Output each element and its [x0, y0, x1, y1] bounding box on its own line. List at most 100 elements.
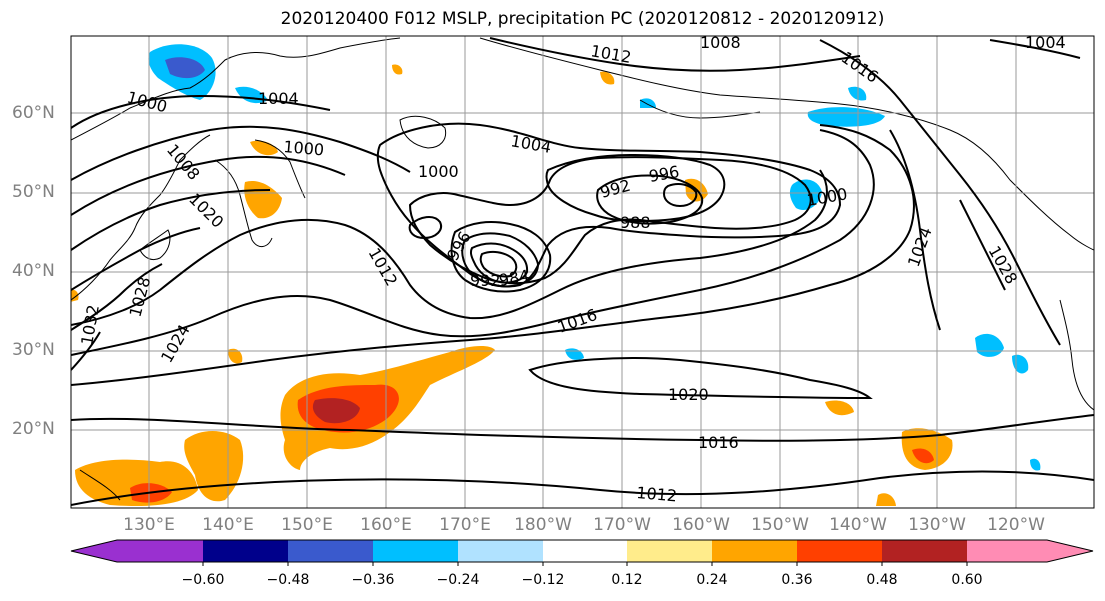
- isobar-988-east: [662, 183, 698, 208]
- coast-kamchatka-loop: [399, 115, 447, 149]
- isobar-1004: [376, 122, 842, 288]
- colorbar: [70, 539, 1094, 566]
- precip-band-darkred: [312, 398, 360, 424]
- precip-spot-orange: [228, 348, 243, 364]
- isobar-1016-east: [819, 39, 1061, 346]
- colorbar-tick-label: −0.60: [181, 572, 225, 588]
- colorbar-tick-label: 0.24: [696, 572, 728, 588]
- isobar-992-east: [596, 174, 704, 225]
- lon-label: 150°E: [281, 515, 333, 535]
- contour-label: 988: [620, 213, 651, 232]
- colorbar-tick-label: 0.12: [611, 572, 643, 588]
- precip-east-red: [912, 448, 934, 464]
- lon-label: 170°E: [439, 515, 491, 535]
- coastlines: [71, 37, 1094, 501]
- isobar-988-west: [469, 242, 529, 284]
- coast-kuril: [254, 139, 306, 199]
- colorbar-bin: [373, 540, 458, 562]
- precip-spot-orange-3: [392, 64, 403, 75]
- colorbar-tick-label: −0.12: [521, 572, 565, 588]
- lon-label: 160°W: [672, 515, 730, 535]
- isobar-1012-north: [489, 37, 861, 72]
- colorbar-bin: [288, 540, 373, 562]
- lon-label: 130°E: [123, 515, 175, 535]
- map-frame: [70, 35, 1095, 509]
- colorbar-bin: [712, 540, 797, 562]
- colorbar-bin: [458, 540, 543, 562]
- colorbar-bin: [967, 540, 1047, 562]
- contour-label: 1004: [1025, 33, 1066, 52]
- coast-north-america: [1059, 299, 1094, 411]
- colorbar-extend-high: [1047, 540, 1093, 562]
- coast-aleutian-shelf: [639, 99, 761, 119]
- precip-gulf-blue: [789, 179, 822, 211]
- lon-label: 140°W: [829, 515, 887, 535]
- contour-label: 992: [470, 271, 501, 290]
- lon-label: 140°E: [202, 515, 254, 535]
- contour-label: 1020: [668, 385, 709, 404]
- contour-label: 1012: [636, 483, 678, 505]
- precip-mid-orange: [825, 400, 854, 416]
- isobar-1024-east: [889, 129, 941, 331]
- isobar-1000-small: [408, 216, 442, 240]
- contour-label: 1000: [283, 137, 325, 159]
- graticule: [71, 36, 1094, 508]
- colorbar-tick-label: −0.36: [351, 572, 395, 588]
- lat-label: 30°N: [12, 340, 55, 360]
- colorbar-bin: [203, 540, 288, 562]
- colorbar-tick-label: 0.60: [951, 572, 983, 588]
- isobar-1020-closed: [528, 357, 873, 400]
- precip-spot-blue: [640, 98, 656, 108]
- isobar-992-west: [461, 232, 540, 288]
- isobar-984-west: [479, 250, 518, 278]
- contour-label: 1016: [698, 433, 739, 452]
- precip-ocean-blue-2: [1030, 458, 1041, 471]
- precip-alaska-blue: [807, 107, 885, 127]
- colorbar-tick-label: −0.48: [266, 572, 310, 588]
- isobar-996-west: [450, 221, 552, 293]
- colorbar-bin: [627, 540, 712, 562]
- colorbar-extend-low: [71, 540, 117, 562]
- isobar-1012: [71, 129, 875, 356]
- lon-label: 180°W: [514, 515, 572, 535]
- isobar-1004-west: [71, 125, 411, 181]
- precip-spot-orange-4: [876, 493, 896, 506]
- coast-japan: [214, 159, 273, 247]
- isobar-1032-west: [71, 331, 101, 371]
- coast-alaska-canada: [479, 37, 1094, 251]
- isobar-1028-west: [71, 263, 163, 331]
- isobar-1024-west: [71, 227, 201, 291]
- coast-asia-north: [71, 37, 401, 141]
- colorbar-outline: [70, 539, 1094, 563]
- lon-label: 160°E: [360, 515, 412, 535]
- isobar-1000-north: [71, 94, 331, 129]
- colorbar-tick-label: 0.48: [866, 572, 898, 588]
- isobar-1016-south: [71, 414, 1094, 442]
- precip-siberia-darkblue: [165, 57, 205, 79]
- map-title: 2020120400 F012 MSLP, precipitation PC (…: [280, 9, 885, 29]
- colorbar-tick-label: 0.36: [781, 572, 813, 588]
- lon-label: 120°W: [987, 515, 1045, 535]
- lon-label: 150°W: [751, 515, 809, 535]
- precip-east-orange: [901, 428, 953, 470]
- colorbar-bin: [797, 540, 882, 562]
- isobar-996-east: [545, 153, 726, 223]
- map-area: 1012 1008 1004 1016 1000 1004 1008 1000 …: [71, 33, 1094, 508]
- isobar-1008: [71, 169, 828, 326]
- isobars: [71, 37, 1094, 506]
- contour-label: 1008: [700, 33, 741, 52]
- lat-label: 60°N: [12, 103, 55, 123]
- isobar-1004-ne: [989, 39, 1081, 59]
- lon-label: 170°W: [593, 515, 651, 535]
- precip-alaska-blue-2: [848, 86, 867, 101]
- lon-label: 130°W: [908, 515, 966, 535]
- isobar-1020-west: [71, 189, 271, 251]
- precip-spot-orange-2: [600, 71, 615, 85]
- colorbar-bin: [882, 540, 967, 562]
- contour-label: 1000: [418, 162, 459, 181]
- colorbar-tick-label: −0.24: [436, 572, 480, 588]
- colorbar-bin: [117, 540, 203, 562]
- isobar-1012-south: [71, 470, 1094, 506]
- isobar-1008-west: [71, 155, 346, 216]
